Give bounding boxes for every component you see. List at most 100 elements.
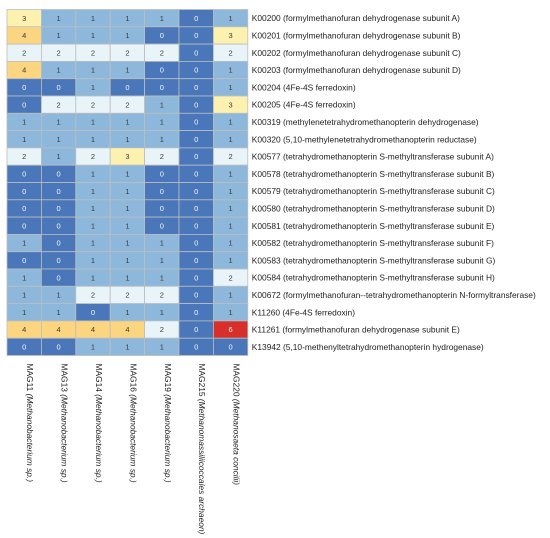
row-label: K00672 (formylmethanofuran--tetrahydrome…	[252, 290, 536, 300]
cell-value-label: 0	[160, 83, 164, 92]
row-label: K00584 (tetrahydromethanopterin S-methyl…	[252, 273, 495, 283]
cell-value-label: 1	[160, 135, 164, 144]
cell-value-label: 1	[229, 308, 233, 317]
heatmap-cells: 3 1 1 1 1 0 1 4 1 1 1 0 0 3 2 2 2 2 2 0 2 4 1 1 1 0 0 1 0 0 1 0 0 0 1 0 2 2 2 1…	[6, 9, 249, 356]
cell-value-label: 2	[22, 48, 26, 57]
cell-value-label: 6	[229, 325, 233, 334]
cell-value-label: 2	[160, 152, 164, 161]
cell-value-label: 1	[22, 118, 26, 127]
cell-value-label: 0	[229, 342, 233, 351]
cell-value-label: 1	[91, 273, 95, 282]
row-label: K00200 (formylmethanofuran dehydrogenase…	[252, 13, 460, 23]
cell-value-label: 1	[57, 152, 61, 161]
cell-value-label: 1	[160, 239, 164, 248]
cell-value-label: 0	[160, 204, 164, 213]
cell-value-label: 1	[229, 204, 233, 213]
cell-value-label: 1	[229, 221, 233, 230]
row-label: K00578 (tetrahydromethanopterin S-methyl…	[252, 169, 495, 179]
cell-value-label: 0	[194, 221, 198, 230]
cell-value-label: 0	[160, 221, 164, 230]
cell-value-label: 3	[125, 152, 129, 161]
cell-value-label: 2	[57, 48, 61, 57]
cell-value-label: 0	[57, 342, 61, 351]
cell-value-label: 1	[125, 239, 129, 248]
cell-value-label: 1	[91, 66, 95, 75]
cell-value-label: 4	[22, 325, 26, 334]
column-labels: MAG11 (Methanobacterium sp.) MAG13 (Metha…	[25, 364, 241, 535]
cell-value-label: 1	[22, 273, 26, 282]
cell-value-label: 1	[22, 239, 26, 248]
cell-value-label: 0	[22, 221, 26, 230]
row-label: K00205 (4Fe-4S ferredoxin)	[252, 100, 356, 110]
cell-value-label: 1	[125, 135, 129, 144]
cell-value-label: 1	[229, 14, 233, 23]
cell-value-label: 1	[57, 135, 61, 144]
cell-value-label: 1	[160, 118, 164, 127]
cell-value-label: 2	[91, 291, 95, 300]
row-label: K00201 (formylmethanofuran dehydrogenase…	[252, 30, 461, 40]
cell-value-label: 0	[57, 221, 61, 230]
cell-value-label: 0	[57, 273, 61, 282]
cell-value-label: 0	[22, 100, 26, 109]
cell-value-label: 2	[91, 48, 95, 57]
cell-value-label: 1	[125, 14, 129, 23]
column-label: MAG11 (Methanobacterium sp.)	[25, 364, 35, 483]
cell-value-label: 1	[229, 239, 233, 248]
cell-value-label: 2	[229, 48, 233, 57]
cell-value-label: 0	[194, 66, 198, 75]
row-label: K00320 (5,10-methylenetetrahydromethanop…	[252, 134, 477, 144]
cell-value-label: 1	[125, 31, 129, 40]
cell-value-label: 2	[229, 152, 233, 161]
cell-value-label: 0	[22, 169, 26, 178]
cell-value-label: 1	[125, 66, 129, 75]
cell-value-label: 0	[22, 342, 26, 351]
column-label: MAG220 (Methanosaeta concilii)	[232, 364, 242, 486]
cell-value-label: 0	[57, 239, 61, 248]
row-label: K00577 (tetrahydromethanopterin S-methyl…	[252, 152, 494, 162]
cell-value-label: 1	[57, 66, 61, 75]
cell-value-label: 1	[91, 221, 95, 230]
cell-value-label: 2	[160, 48, 164, 57]
cell-value-label: 1	[91, 169, 95, 178]
cell-value-label: 0	[91, 308, 95, 317]
row-label: K00582 (tetrahydromethanopterin S-methyl…	[252, 238, 494, 248]
cell-value-label: 1	[229, 66, 233, 75]
cell-value-label: 1	[125, 204, 129, 213]
cell-value-label: 0	[57, 187, 61, 196]
row-label: K11260 (4Fe-4S ferredoxin)	[252, 307, 355, 317]
cell-value-label: 0	[125, 83, 129, 92]
cell-value-label: 1	[91, 31, 95, 40]
cell-value-label: 0	[194, 135, 198, 144]
cell-value-label: 0	[194, 83, 198, 92]
row-label: K00583 (tetrahydromethanopterin S-methyl…	[252, 255, 496, 265]
cell-value-label: 2	[125, 291, 129, 300]
cell-value-label: 0	[160, 169, 164, 178]
cell-value-label: 1	[91, 135, 95, 144]
cell-value-label: 0	[194, 342, 198, 351]
cell-value-label: 2	[57, 100, 61, 109]
cell-value-label: 4	[57, 325, 61, 334]
column-label: MAG215 (Methanomassiliicoccales archaeon…	[197, 364, 207, 535]
cell-value-label: 1	[22, 135, 26, 144]
cell-value-label: 0	[160, 187, 164, 196]
cell-value-label: 0	[194, 152, 198, 161]
cell-value-label: 0	[194, 239, 198, 248]
cell-value-label: 1	[125, 169, 129, 178]
cell-value-label: 0	[194, 169, 198, 178]
heatmap-cell	[212, 337, 249, 356]
cell-value-label: 1	[91, 256, 95, 265]
cell-value-label: 2	[160, 291, 164, 300]
cell-value-label: 2	[22, 152, 26, 161]
cell-value-label: 1	[22, 291, 26, 300]
cell-value-label: 1	[91, 187, 95, 196]
cell-value-label: 0	[194, 204, 198, 213]
column-label: MAG19 (Methanobacterium sp.)	[163, 364, 173, 483]
cell-value-label: 2	[160, 325, 164, 334]
row-label: K00319 (methylenetetrahydromethanopterin…	[252, 117, 479, 127]
cell-value-label: 0	[194, 31, 198, 40]
cell-value-label: 1	[57, 14, 61, 23]
cell-value-label: 0	[194, 187, 198, 196]
cell-value-label: 1	[125, 273, 129, 282]
cell-value-label: 1	[229, 169, 233, 178]
